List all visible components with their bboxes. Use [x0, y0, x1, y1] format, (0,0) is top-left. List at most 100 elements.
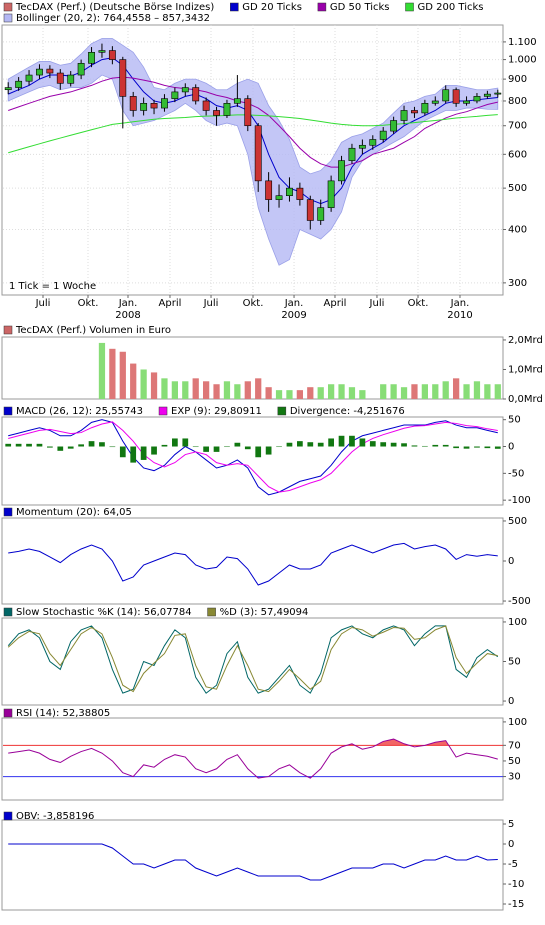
panel-frame	[1, 819, 504, 911]
candle-body	[161, 98, 168, 109]
legend-label: GD 200 Ticks	[418, 2, 484, 13]
line-series	[8, 421, 498, 493]
bar	[57, 446, 64, 451]
legend-label: RSI (14): 52,38805	[16, 708, 110, 719]
y-tick-label: 0	[508, 442, 514, 453]
candle-body	[327, 180, 335, 208]
legend-swatch	[3, 325, 13, 335]
bar	[380, 442, 387, 447]
candle-body	[129, 96, 137, 111]
bar	[421, 384, 428, 399]
legend-swatch	[230, 2, 239, 12]
bar	[5, 443, 12, 447]
candle-body	[254, 125, 262, 182]
y-tick-label: 300	[508, 278, 527, 289]
y-tick-label: 70	[508, 740, 521, 751]
bar	[255, 446, 262, 458]
legend-swatch	[3, 406, 13, 416]
candle-body	[379, 130, 387, 140]
bar	[307, 387, 314, 399]
candle-body	[171, 91, 179, 99]
candle-body	[223, 102, 231, 116]
y-tick-label: -500	[508, 596, 531, 607]
bar	[297, 441, 303, 447]
bar	[203, 381, 210, 399]
legend-label: Divergence: -4,251676	[290, 406, 405, 417]
plot-layer	[8, 542, 498, 586]
y-tick-label: 1,0Mrd	[508, 364, 543, 375]
bar	[484, 446, 491, 449]
candle-body	[88, 52, 95, 64]
legend-swatch	[405, 2, 414, 12]
bar	[98, 342, 106, 399]
bar	[286, 390, 293, 399]
bar	[442, 444, 449, 447]
bar	[99, 442, 105, 447]
bar	[484, 384, 491, 399]
bar	[369, 441, 376, 447]
candle-body	[411, 110, 418, 114]
bar	[380, 384, 387, 399]
bar	[348, 387, 356, 399]
candle-body	[421, 102, 429, 114]
legend-label: %D (3): 57,49094	[220, 607, 309, 618]
candle-body	[77, 63, 85, 76]
candle-body	[286, 187, 293, 197]
candle-body	[369, 139, 377, 146]
y-tick-label: -5	[508, 859, 518, 870]
legend-swatch	[3, 607, 13, 617]
bar	[151, 446, 157, 455]
y-tick-label: 0,0Mrd	[508, 394, 543, 405]
candle-body	[265, 180, 273, 200]
panel-frame	[1, 416, 504, 506]
candle-body	[119, 59, 127, 97]
legend-label: GD 20 Ticks	[242, 2, 302, 13]
bar	[359, 438, 366, 447]
bar	[171, 381, 178, 399]
bar	[255, 378, 262, 399]
bar	[265, 387, 272, 399]
bar	[244, 446, 251, 450]
line-series	[8, 738, 498, 779]
candle-body	[150, 102, 158, 109]
line-series	[7, 625, 498, 693]
y-tick-label: -10	[508, 879, 524, 890]
y-tick-label: 1.100	[508, 37, 537, 48]
bar	[234, 384, 241, 399]
legend-swatch	[317, 2, 327, 12]
plot-layer	[8, 843, 498, 881]
bar	[192, 446, 199, 448]
legend-swatch	[3, 811, 13, 821]
y-tick-label: 600	[508, 149, 527, 160]
bar	[119, 351, 126, 399]
bar	[130, 363, 137, 399]
bar	[432, 444, 439, 447]
bar	[203, 446, 209, 452]
bar	[401, 443, 407, 447]
x-tick-label: April	[324, 298, 347, 309]
candle-body	[431, 100, 439, 104]
candle-body	[67, 74, 75, 84]
line-series	[8, 843, 498, 881]
x-tick-label: Jan.	[450, 298, 470, 309]
line-series	[8, 419, 498, 496]
panel-frame	[1, 336, 504, 400]
bar	[411, 384, 418, 399]
bar	[494, 446, 501, 449]
plot-layer	[98, 342, 501, 399]
legend-swatch	[3, 507, 13, 517]
bar	[338, 384, 345, 399]
bar	[463, 446, 470, 449]
candle-body	[275, 195, 283, 200]
bar	[317, 442, 324, 447]
y-tick-label: 500	[508, 183, 527, 194]
plot-layer	[7, 625, 499, 694]
bar	[119, 446, 126, 458]
bar	[47, 446, 53, 448]
x-tick-label: Okt.	[408, 298, 429, 309]
bar	[453, 378, 460, 399]
line-series	[8, 57, 498, 205]
bar	[109, 348, 116, 399]
bar	[453, 446, 459, 449]
line-series	[8, 114, 498, 154]
